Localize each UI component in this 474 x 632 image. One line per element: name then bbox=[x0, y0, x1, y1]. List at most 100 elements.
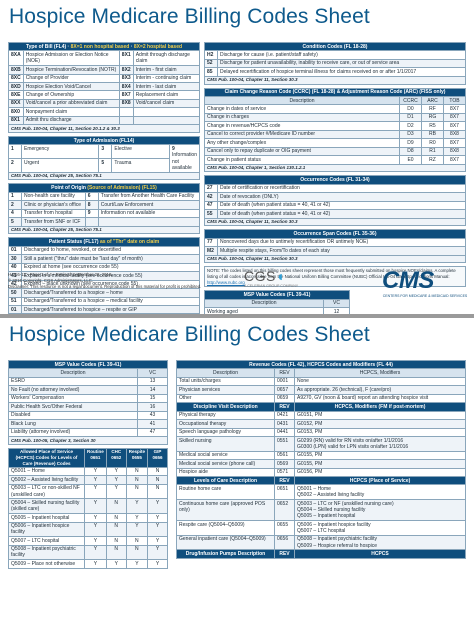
table-row: 52 Discharge for patient unavailability, … bbox=[204, 58, 466, 69]
table-cell: Admit through discharge claim bbox=[132, 50, 201, 67]
table-cell: Interim - last claim bbox=[132, 81, 201, 92]
table-row: Q5003 – LTC or non-skilled NF (unskilled… bbox=[8, 483, 168, 500]
page-title: Hospice Medicare Billing Codes Sheet bbox=[9, 323, 370, 346]
type-of-admission-reference: CMS Pub. 100-04, Chapter 25, Section 75.… bbox=[8, 171, 200, 181]
cms-logo-text: CMS bbox=[382, 267, 434, 294]
cgs-logo-word: CGS bbox=[244, 268, 276, 284]
table-cell: 0657 bbox=[274, 385, 295, 395]
table-cell: Q5009 – Place not otherwise bbox=[8, 559, 85, 569]
table-cell: N bbox=[125, 475, 149, 485]
table-row: Workers' Compensation 15 bbox=[8, 393, 168, 404]
table-cell: 8X7 bbox=[443, 104, 466, 114]
drug-infusion-header: Drug/Infusion Pumps Description bbox=[176, 549, 275, 559]
column-header: Description bbox=[8, 368, 138, 378]
table-row: General inpatient care (Q5004–Q5009) 0656… bbox=[176, 534, 466, 551]
cms-logo-subtitle: CENTERS FOR MEDICARE & MEDICAID SERVICES bbox=[382, 294, 468, 298]
table-cell: Q5002 – Assisted living facility bbox=[8, 475, 85, 485]
msp-value-codes-table: MSP Value Codes (FL 39-41) Description VC… bbox=[8, 359, 168, 445]
table-cell: Still a patient ("thru" date must be "la… bbox=[21, 254, 200, 264]
table-row: 8X1 Admit thru discharge bbox=[8, 115, 201, 126]
table-cell: N bbox=[105, 521, 127, 538]
table-cell: Interim - continuing claim bbox=[132, 73, 201, 84]
table-cell: 8X0 bbox=[8, 107, 24, 117]
table-cell: 47 bbox=[137, 427, 168, 437]
table-cell bbox=[118, 115, 134, 126]
table-cell: N bbox=[147, 475, 168, 485]
table-cell: General inpatient care (Q5004–Q5009) bbox=[176, 534, 275, 551]
type-of-bill-non-hospital: 8X=1 non hospital based bbox=[70, 43, 130, 50]
table-row: 8XD Hospice Election Void/Cancel 8X4 Interi… bbox=[8, 81, 201, 92]
table-cell: Void/cancel claim bbox=[132, 98, 201, 109]
table-cell: D3 bbox=[399, 129, 422, 140]
table-cell: Delayed recertification of hospice termi… bbox=[217, 67, 466, 77]
table-cell: Y bbox=[83, 498, 107, 515]
table-cell: 0001 bbox=[274, 376, 295, 387]
table-cell: Urgent bbox=[20, 158, 100, 173]
type-of-admission-header: Type of Admission (FL14) bbox=[8, 135, 200, 146]
table-cell: 8XC bbox=[8, 73, 24, 84]
table-cell: 0551 bbox=[274, 435, 295, 452]
occurrence-codes-header: Occurrence Codes (FL 31-34) bbox=[204, 175, 466, 185]
table-cell: 01 bbox=[8, 304, 22, 315]
table-cell: Date of certification or recertification bbox=[217, 183, 466, 194]
table-row: Occupational therapy 0431 G0152, PM bbox=[176, 419, 466, 429]
table-cell: N bbox=[125, 544, 149, 561]
table-cell: 2 bbox=[8, 158, 22, 173]
table-cell: RB bbox=[421, 129, 444, 140]
condition-codes-table: Condition Codes (FL 18-28) H2 Discharge f… bbox=[204, 41, 466, 85]
table-cell: 8X1 bbox=[8, 115, 24, 126]
table-row: 8XA Hospice Admission or Election Notice … bbox=[8, 50, 201, 67]
point-of-origin-reference: CMS Pub. 100-04, Chapter 25, Section 75.… bbox=[8, 225, 200, 235]
occurrence-codes-table: Occurrence Codes (FL 31-34) 27 Date of ce… bbox=[204, 175, 466, 227]
table-cell: Transfer from SNF or ICF bbox=[21, 217, 86, 227]
right-column: Condition Codes (FL 18-28) H2 Discharge f… bbox=[204, 41, 466, 317]
table-cell: Y bbox=[83, 536, 107, 546]
table-row: 30 Still a patient ("thru" date must be "… bbox=[8, 254, 200, 264]
nubc-link[interactable]: http://www.nubc.org bbox=[207, 279, 245, 285]
table-cell: Transfer from Another Health Care Facili… bbox=[97, 191, 201, 202]
table-cell: Emergency bbox=[20, 144, 100, 160]
table-row: Hospice aide 0571 G0156, PM bbox=[176, 467, 466, 477]
table-cell: Elective bbox=[111, 144, 170, 160]
table-cell: Y bbox=[83, 483, 107, 500]
table-cell: Cancel to correct provider #/Medicare ID… bbox=[204, 129, 400, 140]
table-cell: Change in dates of service bbox=[204, 104, 400, 114]
footer-copyright: © 2016 Copyright, CGS Administrators, LL… bbox=[8, 278, 94, 284]
column-header: Description bbox=[176, 368, 275, 378]
table-cell bbox=[132, 115, 201, 126]
column-header: CHC 0652 bbox=[105, 447, 127, 468]
type-of-bill-header: Type of Bill (FL4) · 8X=1 non hospital b… bbox=[8, 41, 200, 52]
table-cell: 8 bbox=[84, 200, 99, 210]
page-separator bbox=[0, 314, 474, 318]
table-cell: Interim - first claim bbox=[132, 65, 201, 75]
table-cell: Transfer from hospital bbox=[21, 208, 86, 219]
table-cell: Discharge for cause (i.e. patient/staff … bbox=[217, 50, 466, 60]
table-cell: Speech language pathology bbox=[176, 427, 275, 437]
table-cell: Y bbox=[83, 521, 107, 538]
table-row: Q5001 – Home Y Y N N bbox=[8, 466, 168, 477]
left-column: MSP Value Codes (FL 39-41) Description VC… bbox=[8, 359, 168, 569]
table-row: 01 Discharged to home, revoked, or decert… bbox=[8, 245, 200, 256]
type-of-bill-table: Type of Bill (FL4) · 8X=1 non hospital b… bbox=[8, 41, 201, 133]
table-cell: 4 bbox=[8, 208, 22, 219]
table-cell: M2 bbox=[204, 246, 218, 256]
table-cell: Expired at home (see occurrence code 55) bbox=[21, 262, 200, 273]
patient-status-subtitle: as of "Thr" date on claim bbox=[99, 239, 160, 246]
table-cell: 01 bbox=[8, 245, 22, 256]
table-cell: Hospice aide bbox=[176, 467, 275, 477]
table-cell: RF bbox=[421, 104, 444, 114]
table-row: Cancel to correct provider #/Medicare ID… bbox=[204, 129, 466, 140]
table-cell: D8 bbox=[399, 146, 422, 157]
table-cell: Medical social service bbox=[176, 450, 275, 461]
footer-revision: H-016-13 • Page 1 of 4 • Revised Septemb… bbox=[8, 272, 113, 277]
table-cell: 8X7 bbox=[443, 138, 466, 148]
table-row: 8XC Change of Provider 8X3 Interim - contin… bbox=[8, 73, 201, 84]
table-cell: Noncovered days due to untimely recertif… bbox=[217, 237, 466, 248]
table-cell: 77 bbox=[204, 237, 218, 248]
table-cell: R5 bbox=[421, 121, 444, 131]
table-cell: Void/cancel a prior abbreviated claim bbox=[22, 98, 120, 109]
table-cell: Q5001 – Home bbox=[8, 466, 85, 477]
column-header: REV bbox=[274, 549, 295, 559]
table-cell: Change in revenue/HCPCS code bbox=[204, 121, 400, 131]
table-cell: G0156, PM bbox=[294, 467, 466, 477]
